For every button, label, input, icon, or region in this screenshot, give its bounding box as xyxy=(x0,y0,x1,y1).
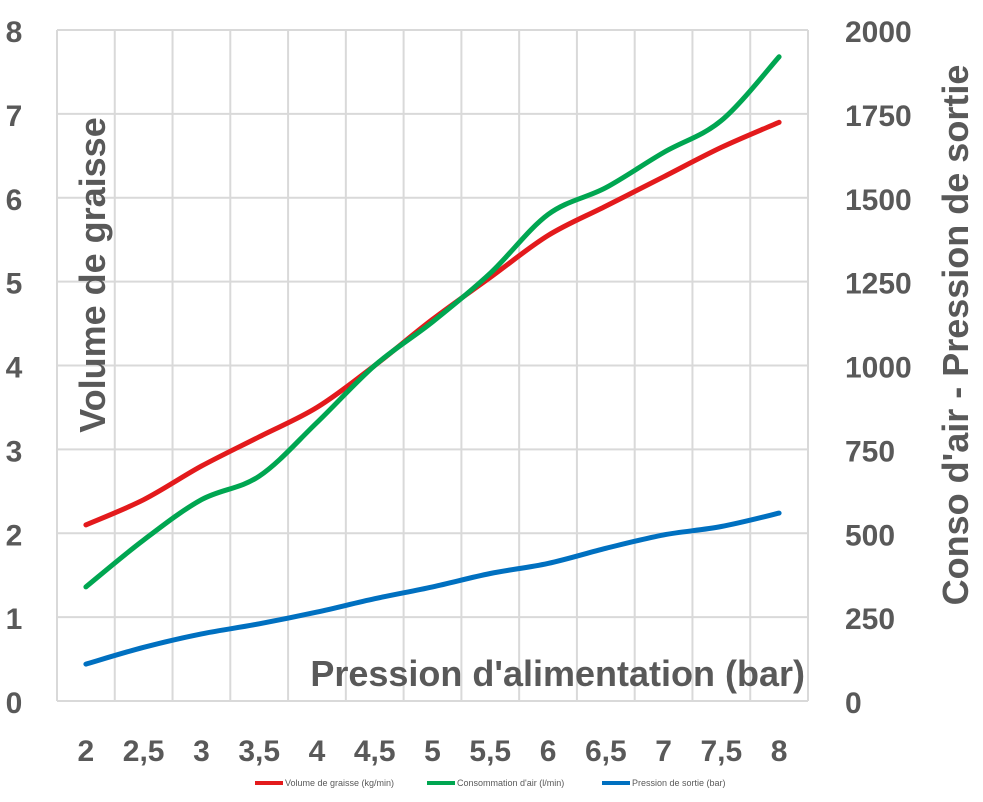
x-tick-label: 4,5 xyxy=(354,735,396,768)
y-tick-label: 1 xyxy=(6,603,23,636)
y2-tick-label: 1500 xyxy=(845,184,912,217)
y-tick-label: 2 xyxy=(6,519,23,552)
y-axis-left: 0 1 2 3 4 5 6 7 8 xyxy=(6,16,23,720)
x-tick-label: 7,5 xyxy=(700,735,742,768)
legend-label: Pression de sortie (bar) xyxy=(632,778,726,788)
y2-tick-label: 2000 xyxy=(845,16,912,49)
x-tick-label: 5,5 xyxy=(469,735,511,768)
y2-tick-label: 750 xyxy=(845,435,895,468)
y-tick-label: 0 xyxy=(6,687,23,720)
y-tick-label: 4 xyxy=(6,352,23,385)
y2-tick-label: 500 xyxy=(845,519,895,552)
legend-label: Volume de graisse (kg/min) xyxy=(285,778,394,788)
x-tick-label: 6 xyxy=(540,735,557,768)
y2-tick-label: 0 xyxy=(845,687,862,720)
grid xyxy=(56,29,809,702)
y2-axis-title: Conso d'air - Pression de sortie xyxy=(935,65,976,606)
y2-tick-label: 1000 xyxy=(845,352,912,385)
x-tick-label: 3,5 xyxy=(238,735,280,768)
x-tick-label: 5 xyxy=(424,735,441,768)
legend-label: Consommation d'air (l/min) xyxy=(457,778,564,788)
y-tick-label: 7 xyxy=(6,100,23,133)
y2-tick-label: 1250 xyxy=(845,268,912,301)
x-tick-label: 6,5 xyxy=(585,735,627,768)
x-axis-title: Pression d'alimentation (bar) xyxy=(310,653,805,694)
x-tick-label: 7 xyxy=(655,735,672,768)
x-tick-label: 2 xyxy=(78,735,95,768)
x-tick-label: 4 xyxy=(309,735,326,768)
y-axis-right: 0 250 500 750 1000 1250 1500 1750 2000 xyxy=(845,16,912,720)
y2-tick-label: 1750 xyxy=(845,100,912,133)
x-tick-label: 3 xyxy=(193,735,210,768)
y-tick-label: 5 xyxy=(6,268,23,301)
y-tick-label: 8 xyxy=(6,16,23,49)
x-tick-label: 2,5 xyxy=(123,735,165,768)
x-tick-label: 8 xyxy=(771,735,788,768)
y-tick-label: 6 xyxy=(6,184,23,217)
series-lines xyxy=(83,54,782,667)
series-line-consommation-d-air-l-min xyxy=(83,54,782,590)
legend: Volume de graisse (kg/min) Consommation d… xyxy=(255,778,726,788)
y-tick-label: 3 xyxy=(6,435,23,468)
y2-tick-label: 250 xyxy=(845,603,895,636)
x-axis: 2 2,5 3 3,5 4 4,5 5 5,5 6 6,5 7 7,5 8 xyxy=(78,735,788,768)
series-line-pression-de-sortie-bar xyxy=(83,510,782,667)
y-axis-title: Volume de graisse xyxy=(72,117,113,432)
